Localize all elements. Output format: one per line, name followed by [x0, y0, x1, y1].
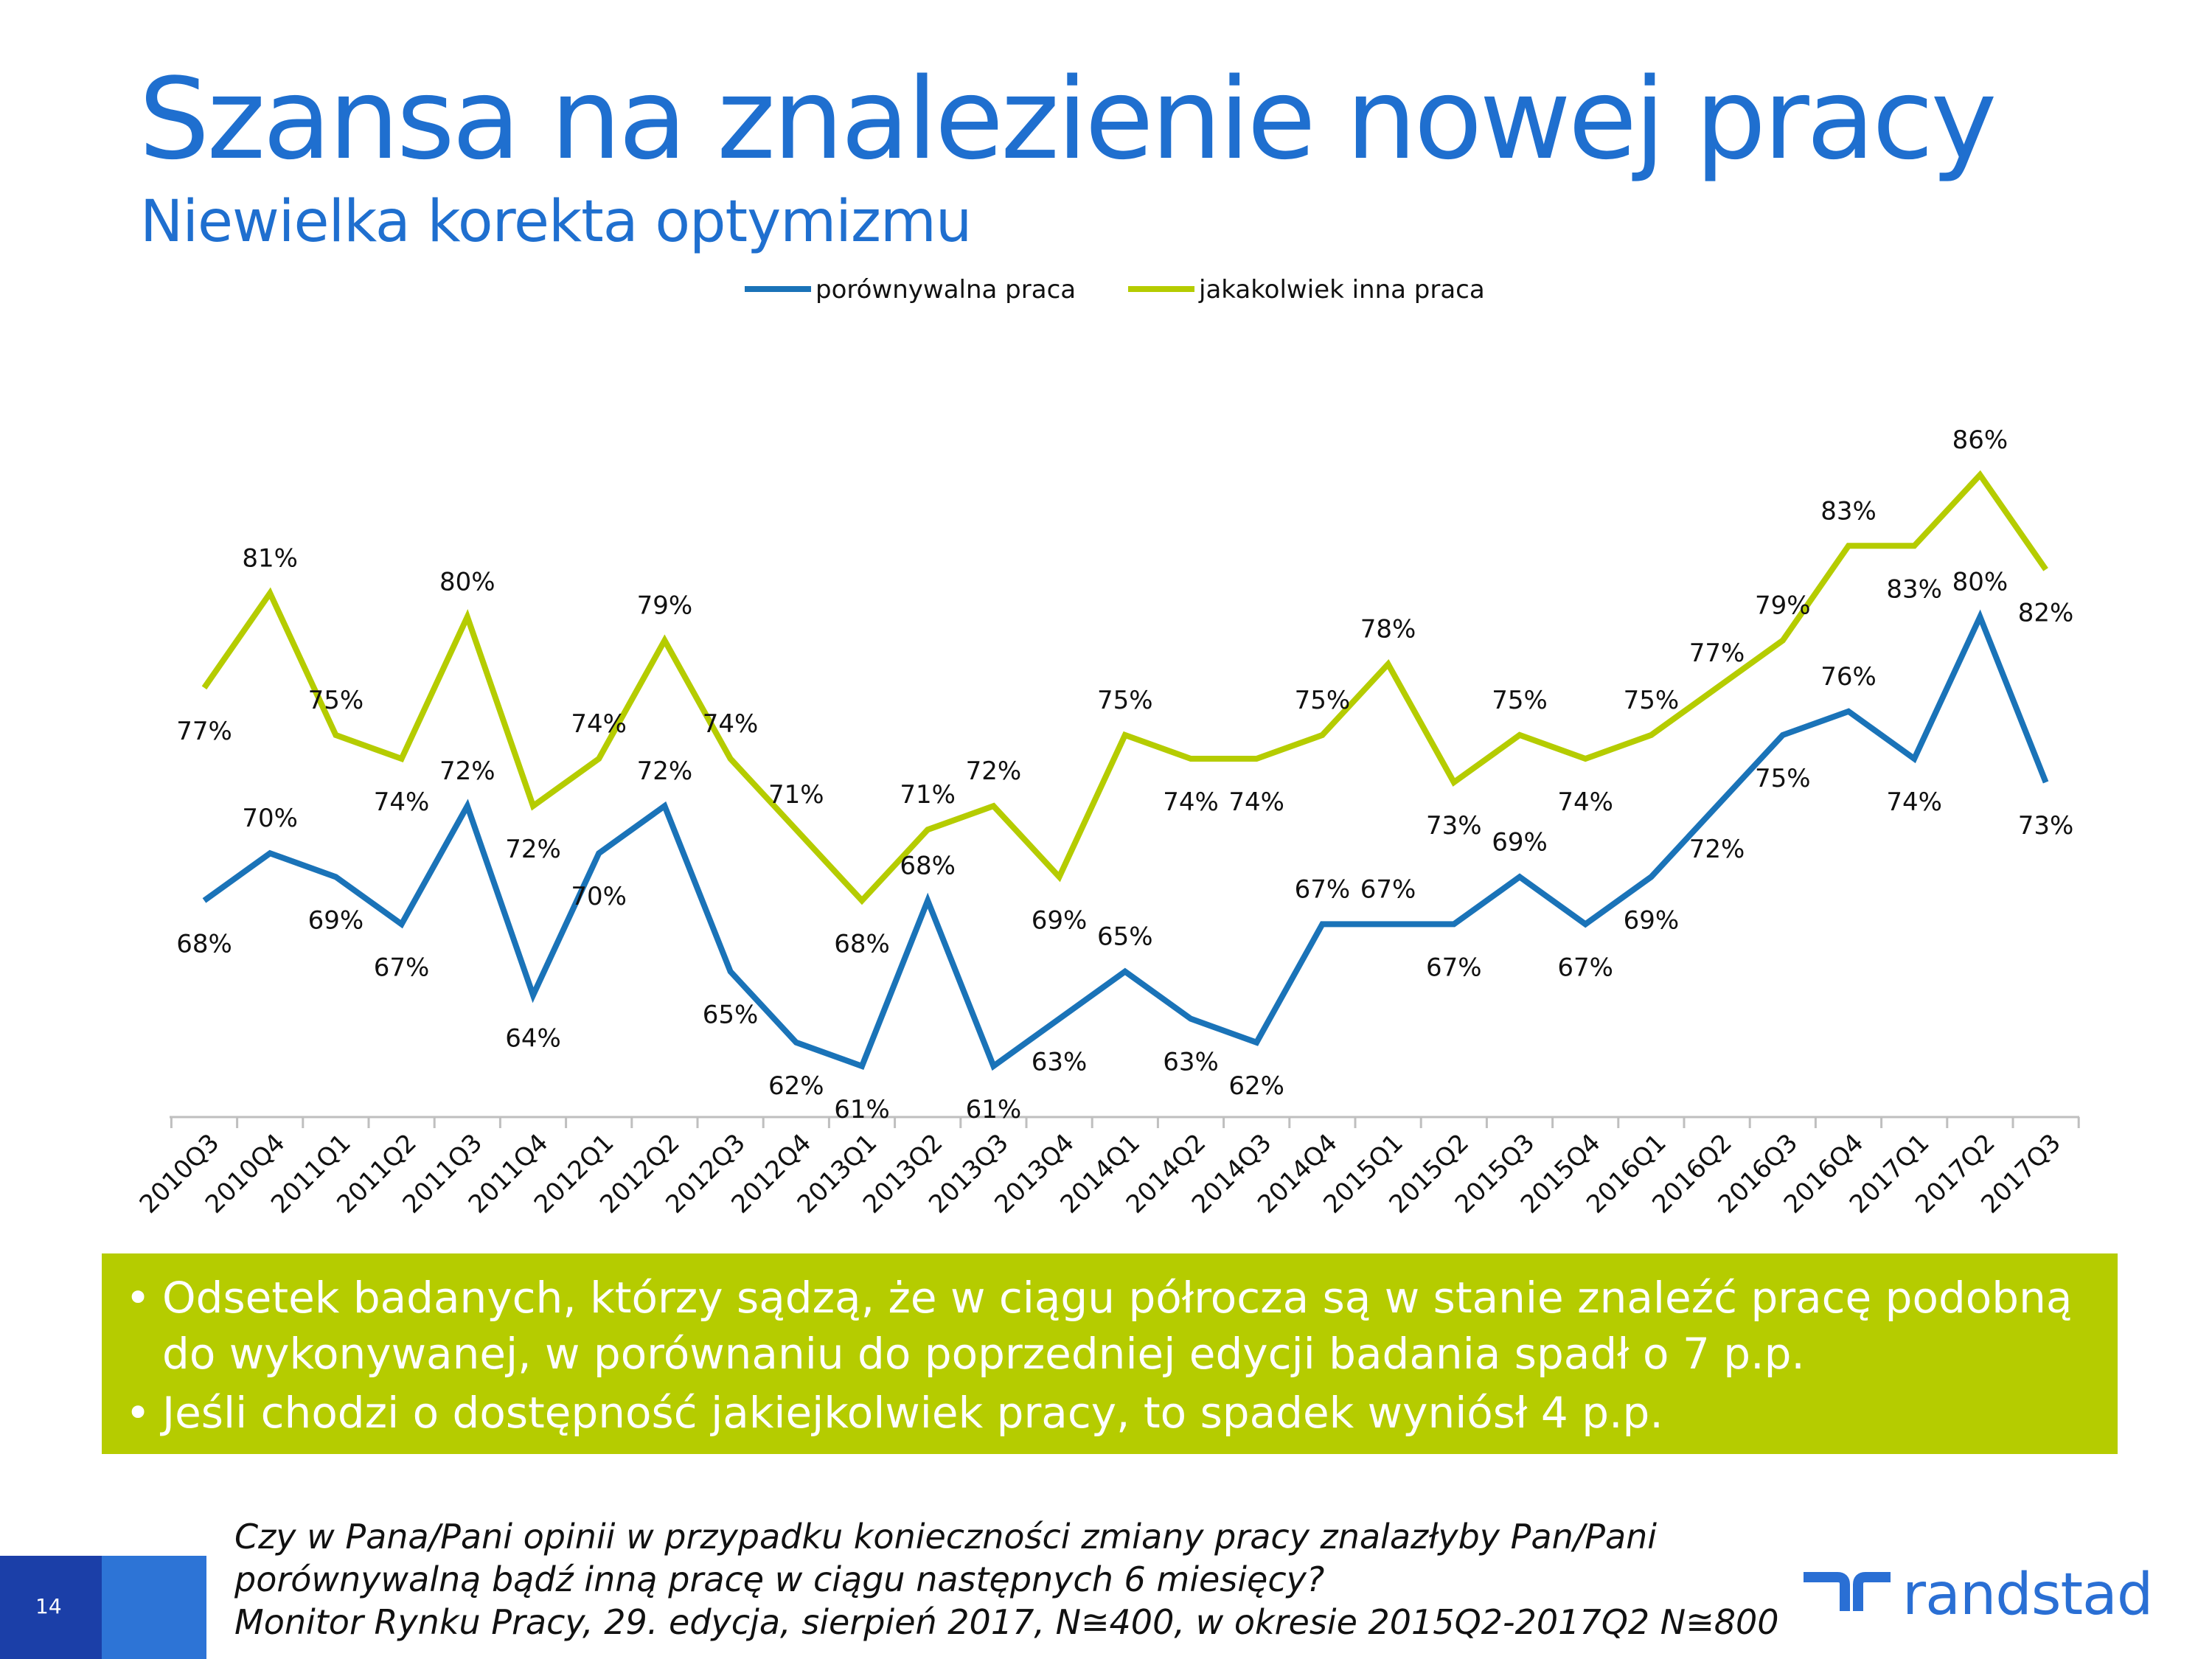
- data-label: 68%: [834, 929, 890, 959]
- data-label: 80%: [1952, 568, 2008, 597]
- data-label: 81%: [242, 543, 298, 573]
- series-line-1: [202, 609, 2049, 1071]
- summary-text-1: Odsetek badanych, którzy sądzą, że w cią…: [162, 1273, 2073, 1379]
- data-label: 63%: [1032, 1048, 1088, 1077]
- question-line-2: porównywalną bądź inną pracę w ciągu nas…: [234, 1559, 1325, 1599]
- data-label: 72%: [637, 757, 693, 786]
- data-label: 74%: [571, 709, 627, 739]
- summary-box: • Odsetek badanych, którzy sądzą, że w c…: [102, 1253, 2118, 1454]
- bullet-dot: •: [125, 1388, 151, 1438]
- data-label: 74%: [1557, 787, 1613, 817]
- data-label: 71%: [900, 780, 956, 810]
- summary-bullet-2: • Jeśli chodzi o dostępność jakiejkolwie…: [125, 1385, 2079, 1441]
- data-label: 74%: [1163, 787, 1219, 817]
- legend-label-1: porównywalna praca: [815, 275, 1076, 305]
- page-accent-box: [102, 1556, 206, 1659]
- data-label: 61%: [834, 1095, 890, 1124]
- data-label: 86%: [1952, 425, 2008, 455]
- data-label: 67%: [1360, 874, 1416, 904]
- page-number: 14: [35, 1594, 62, 1618]
- data-label: 73%: [1426, 811, 1482, 841]
- data-label: 74%: [374, 787, 430, 817]
- data-label: 70%: [571, 882, 627, 911]
- data-label: 69%: [308, 905, 364, 935]
- data-label: 74%: [1228, 787, 1284, 817]
- randstad-logo-icon: [1804, 1572, 1891, 1611]
- data-label: 72%: [1689, 835, 1745, 864]
- data-label: 69%: [1032, 905, 1088, 935]
- data-label: 75%: [308, 686, 364, 715]
- data-label: 80%: [439, 568, 495, 597]
- data-label: 67%: [1426, 953, 1482, 982]
- data-label: 72%: [505, 835, 561, 864]
- data-label: 65%: [703, 1001, 759, 1030]
- data-label: 72%: [966, 757, 1022, 786]
- data-label: 78%: [1360, 615, 1416, 644]
- data-label: 74%: [1886, 787, 1942, 817]
- data-label: 77%: [176, 717, 232, 746]
- data-label: 83%: [1886, 574, 1942, 604]
- data-label: 67%: [374, 953, 430, 982]
- page-number-box: [0, 1556, 102, 1659]
- data-label: 61%: [966, 1095, 1022, 1124]
- data-label: 69%: [1624, 905, 1680, 935]
- footnote: Czy w Pana/Pani opinii w przypadku konie…: [234, 1515, 1779, 1644]
- data-label: 68%: [176, 929, 232, 959]
- data-label: 62%: [1228, 1071, 1284, 1101]
- data-label: 75%: [1624, 686, 1680, 715]
- data-label: 75%: [1492, 686, 1548, 715]
- data-label: 63%: [1163, 1048, 1219, 1077]
- data-label: 67%: [1557, 953, 1613, 982]
- legend-label-2: jakakolwiek inna praca: [1198, 275, 1485, 305]
- data-label: 77%: [1689, 639, 1745, 668]
- data-label: 71%: [768, 780, 824, 810]
- brand-name: randstad: [1902, 1562, 2153, 1628]
- source-line: Monitor Rynku Pracy, 29. edycja, sierpie…: [234, 1602, 1779, 1642]
- summary-bullet-1: • Odsetek badanych, którzy sądzą, że w c…: [125, 1270, 2079, 1382]
- series-line-2: [201, 470, 2048, 905]
- data-label: 79%: [1755, 591, 1811, 621]
- data-label: 79%: [637, 591, 693, 621]
- data-label: 70%: [242, 804, 298, 833]
- data-label: 83%: [1820, 496, 1877, 526]
- data-label: 75%: [1097, 686, 1153, 715]
- question-line-1: Czy w Pana/Pani opinii w przypadku konie…: [234, 1517, 1658, 1557]
- data-label: 73%: [2018, 811, 2074, 841]
- data-label: 64%: [505, 1024, 561, 1054]
- data-label: 72%: [439, 757, 495, 786]
- data-label: 74%: [703, 709, 759, 739]
- data-label: 62%: [768, 1071, 824, 1101]
- line-chart: porównywalna praca jakakolwiek inna praca…: [134, 275, 2080, 1220]
- bullet-dot: •: [125, 1273, 151, 1323]
- data-label: 68%: [900, 851, 956, 880]
- data-label: 82%: [2018, 598, 2074, 627]
- data-label: 69%: [1492, 827, 1548, 857]
- data-label: 65%: [1097, 922, 1153, 952]
- summary-text-2: Jeśli chodzi o dostępność jakiejkolwiek …: [162, 1388, 1663, 1438]
- page-title: Szansa na znalezienie nowej pracy: [139, 54, 1997, 184]
- data-label: 75%: [1295, 686, 1351, 715]
- chart-legend: porównywalna praca jakakolwiek inna praca: [745, 275, 1485, 305]
- data-label: 67%: [1295, 874, 1351, 904]
- data-label: 75%: [1755, 764, 1811, 793]
- data-label: 76%: [1820, 662, 1877, 692]
- page-subtitle: Niewielka korekta optymizmu: [140, 189, 972, 255]
